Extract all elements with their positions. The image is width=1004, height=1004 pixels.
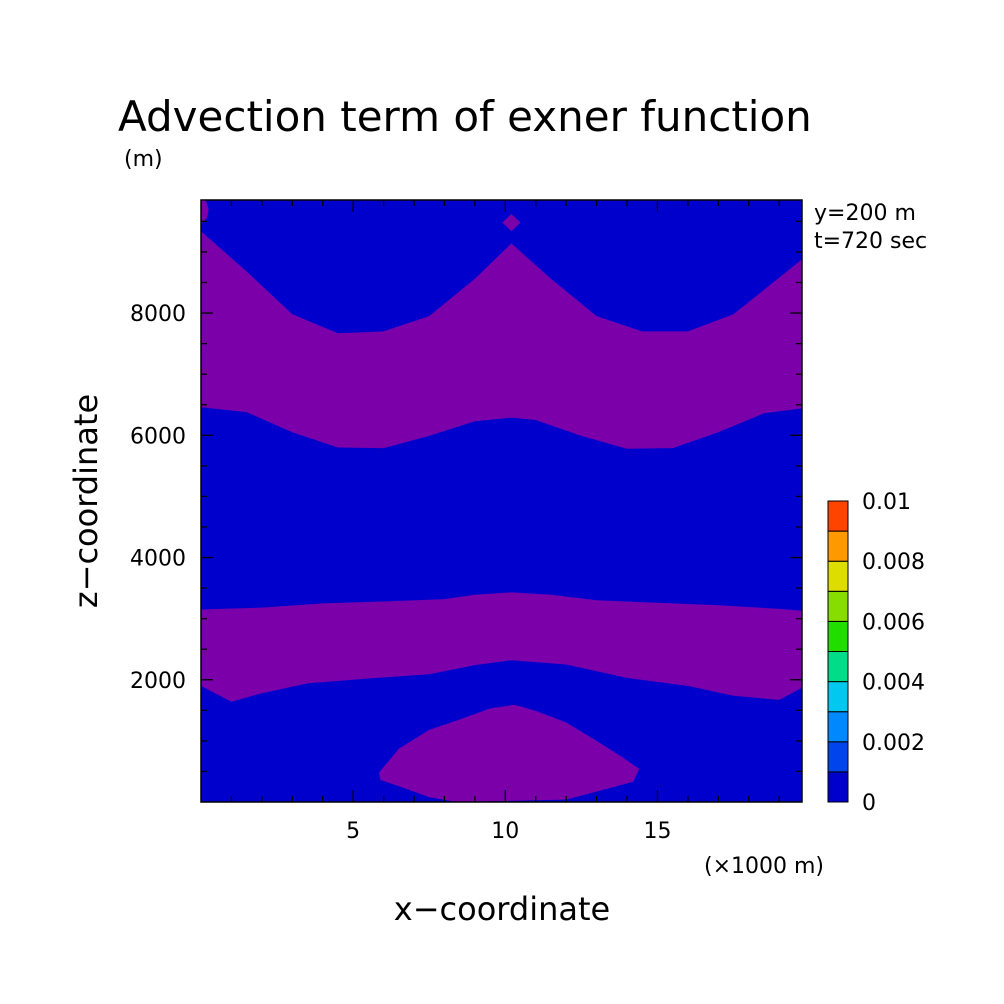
colorbar-swatch [827, 741, 849, 773]
colorbar-label: 0.006 [862, 610, 925, 635]
colorbar-swatch [827, 500, 849, 532]
colorbar-swatch [827, 530, 849, 562]
chart-title: Advection term of exner function [118, 92, 812, 141]
colorbar-swatch [827, 590, 849, 622]
colorbar-swatch [827, 681, 849, 713]
y-tick-label: 4000 [130, 547, 186, 572]
contour-region-lower-dome [379, 704, 640, 802]
y-axis: 2000 4000 6000 8000 [130, 220, 802, 773]
plot-area [200, 199, 803, 803]
plot-frame [200, 199, 803, 803]
y-axis-label: z−coordinate [67, 394, 105, 608]
colorbar-label: 0.004 [862, 671, 925, 696]
x-unit-label: (×1000 m) [704, 854, 824, 879]
colorbar-swatch [827, 711, 849, 743]
colorbar: 0 0.002 0.004 0.006 0.008 0.01 [827, 490, 925, 816]
x-axis-label: x−coordinate [394, 890, 610, 928]
colorbar-swatch [827, 620, 849, 653]
y-tick-label: 8000 [130, 302, 186, 327]
time-annotation-y: y=200 m [814, 201, 916, 226]
colorbar-label: 0 [862, 791, 876, 816]
colorbar-label: 0.008 [862, 550, 925, 575]
x-axis: 5 10 15 [230, 200, 780, 844]
contour-region-middle-band [201, 592, 802, 702]
x-tick-label: 10 [491, 819, 519, 844]
contour-region-top-left-patch [201, 200, 209, 225]
y-unit-label: (m) [124, 147, 163, 172]
x-tick-label: 5 [346, 819, 360, 844]
colorbar-swatch [827, 560, 849, 592]
y-tick-label: 6000 [130, 424, 186, 449]
colorbar-label: 0.002 [862, 731, 925, 756]
colorbar-label: 0.01 [862, 490, 911, 515]
time-annotation-t: t=720 sec [814, 229, 927, 254]
contour-region-upper-band [201, 231, 802, 449]
y-tick-label: 2000 [130, 669, 186, 694]
colorbar-swatch [827, 651, 849, 683]
x-tick-label: 15 [643, 819, 671, 844]
contour-region-top-center-diamond [502, 214, 521, 232]
colorbar-swatch [827, 771, 849, 803]
